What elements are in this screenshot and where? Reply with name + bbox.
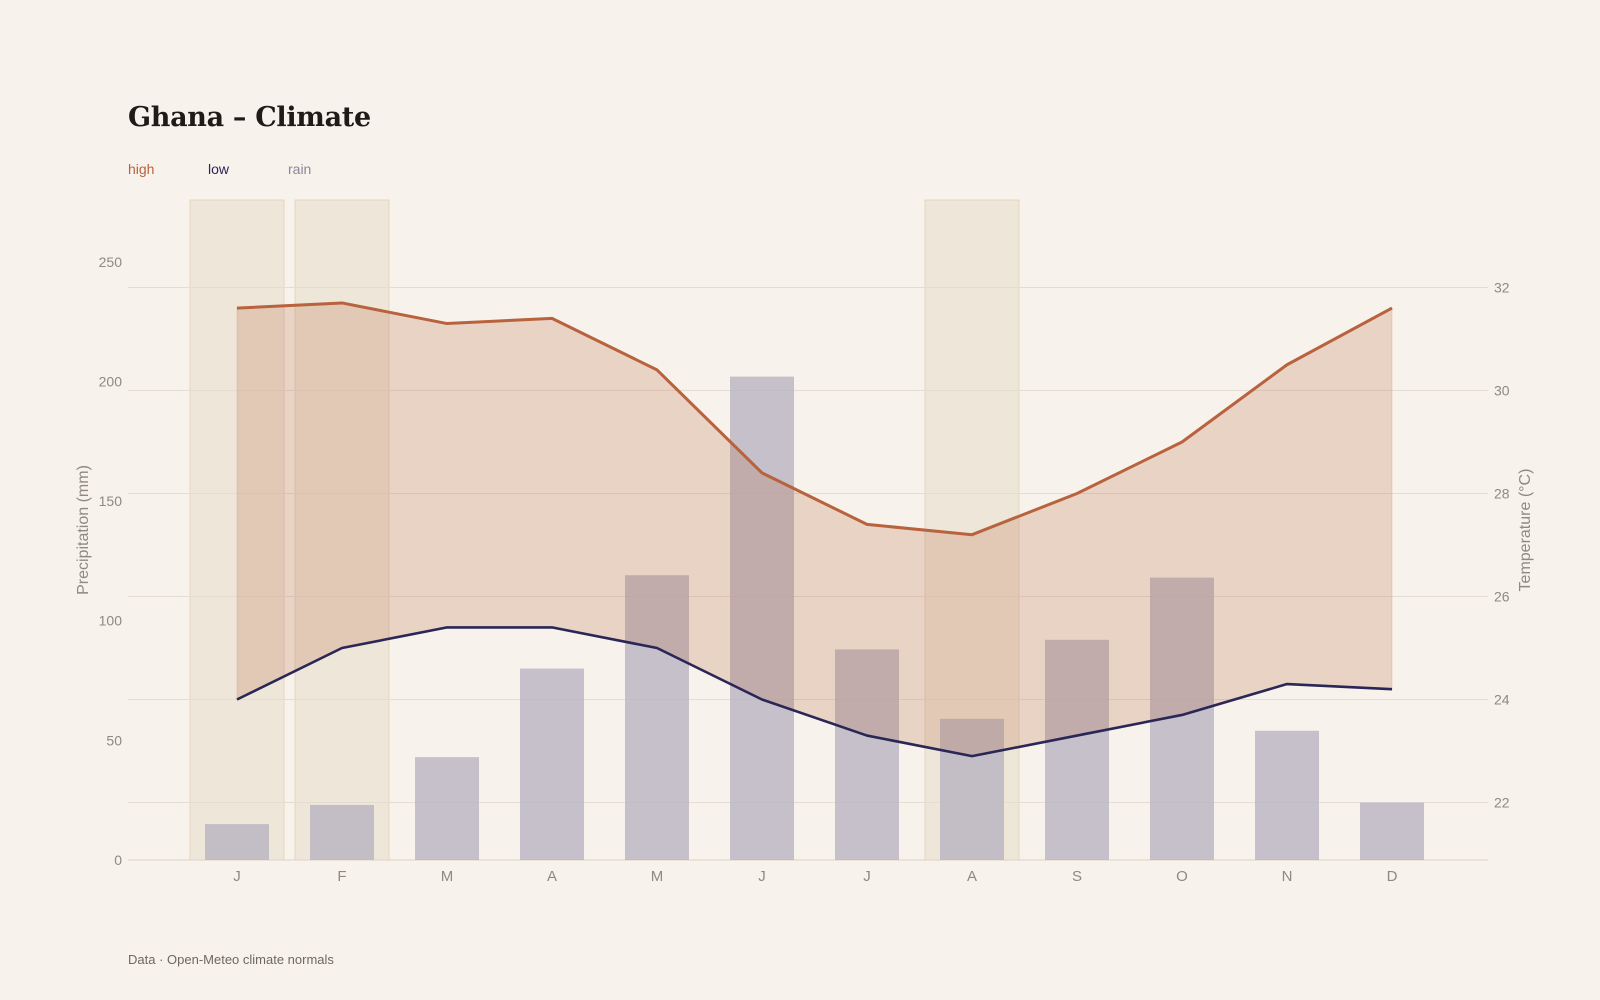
source-note: Data · Open-Meteo climate normals (128, 952, 334, 967)
y2-tick-label: 30 (1494, 383, 1510, 399)
x-tick-label: O (1176, 868, 1188, 885)
y2-tick-label: 22 (1494, 795, 1510, 811)
y2-tick-label: 26 (1494, 589, 1510, 605)
x-tick-label: M (651, 868, 664, 885)
legend-item-rain: rain (288, 161, 312, 177)
rain-bar (1360, 802, 1424, 860)
x-tick-label: N (1282, 868, 1293, 885)
y-tick-label: 250 (99, 254, 123, 270)
low-temperature-line (236, 626, 1393, 758)
x-tick-label: J (233, 868, 241, 885)
rain-bar (625, 575, 689, 860)
legend-item-high: high (128, 161, 155, 177)
legend-item-low: low (208, 161, 230, 177)
chart-title: Ghana – Climate (128, 102, 371, 133)
y-tick-label: 100 (99, 613, 123, 629)
x-tick-label: D (1387, 868, 1398, 885)
rain-bar (940, 718, 1004, 860)
rain-bar (1045, 639, 1109, 860)
y-tick-label: 0 (114, 852, 122, 868)
y-axis-label: Precipitation (mm) (75, 465, 92, 595)
y2-tick-label: 28 (1494, 486, 1510, 502)
x-tick-label: M (441, 868, 454, 885)
rain-bar (835, 649, 899, 860)
y-tick-label: 200 (99, 373, 123, 389)
x-tick-label: S (1072, 868, 1082, 885)
rain-bar (730, 376, 794, 860)
rain-bar (1255, 730, 1319, 860)
rain-bar (205, 824, 269, 860)
rain-bar (520, 668, 584, 860)
rain-bar (310, 804, 374, 860)
x-tick-label: A (967, 868, 977, 885)
highlight-band (189, 199, 285, 861)
x-tick-label: A (547, 868, 557, 885)
y-tick-label: 150 (99, 493, 123, 509)
x-tick-label: J (863, 868, 871, 885)
y2-tick-label: 24 (1494, 692, 1510, 708)
temperature-range-area (236, 302, 1393, 757)
y2-tick-label: 32 (1494, 280, 1510, 296)
rain-bar (415, 757, 479, 860)
high-temperature-line (236, 301, 1393, 537)
x-tick-label: F (337, 868, 346, 885)
y2-axis-label: Temperature (°C) (1517, 469, 1534, 592)
y-tick-label: 50 (106, 732, 122, 748)
x-tick-label: J (758, 868, 766, 885)
